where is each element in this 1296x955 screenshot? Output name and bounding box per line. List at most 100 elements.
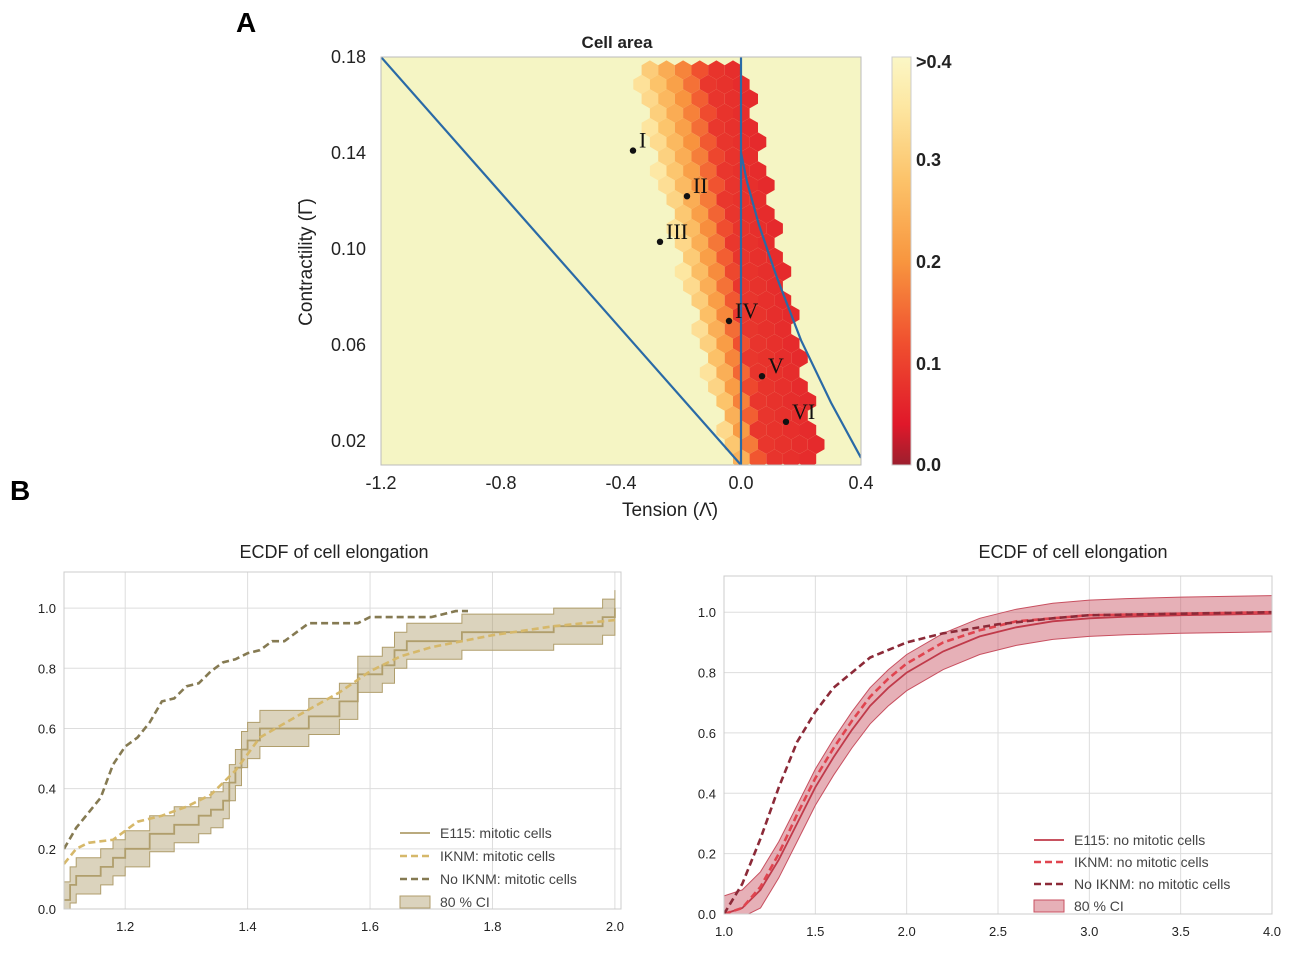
series-line-1 <box>64 618 616 865</box>
hex-cell <box>666 132 684 152</box>
x-tick-label: 1.2 <box>116 919 134 934</box>
hex-cell <box>691 262 709 282</box>
hex-cell <box>782 334 800 354</box>
cell-area-plot-frame <box>380 56 862 466</box>
cell-area-title: Cell area <box>582 33 653 52</box>
hex-cell <box>674 89 692 109</box>
legend-label-0: E115: mitotic cells <box>440 825 552 841</box>
hex-cell <box>741 406 758 426</box>
hex-cell <box>782 420 800 440</box>
hex-cell <box>749 420 767 440</box>
hex-cell <box>799 449 817 465</box>
hex-cell <box>766 362 783 382</box>
ecdf-mitotic-legend: E115: mitotic cells IKNM: mitotic cells No… <box>399 825 577 910</box>
hex-cell <box>691 204 709 224</box>
y-tick-label: 1.0 <box>38 601 56 616</box>
hex-cell <box>708 118 725 138</box>
hex-cell <box>791 377 808 397</box>
y-tick-label: 0.8 <box>698 666 716 681</box>
hex-cell <box>724 233 742 253</box>
hex-cell <box>716 190 733 210</box>
hex-cell <box>674 175 692 195</box>
hex-cell <box>708 319 725 339</box>
hex-cell <box>649 132 667 152</box>
hex-cell <box>799 420 817 440</box>
state-point-v <box>758 373 766 380</box>
hex-cell <box>782 449 800 465</box>
state-point-vi <box>782 418 790 425</box>
hex-cell <box>749 391 767 411</box>
state-label-v: V <box>768 353 784 378</box>
state-label-iii: III <box>666 219 688 244</box>
y-tick-label: 0.4 <box>38 782 56 797</box>
cell-area-x-ticks: -1.2 -0.8 -0.4 0.0 0.4 <box>365 473 873 493</box>
hex-cell <box>716 334 733 354</box>
hex-cell <box>724 434 742 454</box>
ecdf-mitotic-title: ECDF of cell elongation <box>239 542 428 562</box>
hex-cell <box>708 233 725 253</box>
hex-cell <box>724 262 742 282</box>
hex-cell <box>699 132 717 152</box>
hex-cell <box>674 60 692 80</box>
hex-cell <box>649 103 667 123</box>
hex-cell <box>658 118 675 138</box>
hex-cell <box>807 434 825 454</box>
hex-cell <box>708 290 725 310</box>
hex-cell <box>741 348 758 368</box>
y-tick-label: 0.2 <box>38 842 56 857</box>
legend-label-2: No IKNM: mitotic cells <box>440 871 577 887</box>
hex-cell <box>658 60 675 80</box>
hex-cell <box>708 146 725 166</box>
hex-cell <box>683 132 700 152</box>
hex-cell <box>724 348 742 368</box>
hex-cell <box>699 276 717 296</box>
hex-cell <box>641 89 659 109</box>
hex-cell <box>691 89 709 109</box>
ecdf-non-mitotic-lines <box>724 610 1272 914</box>
hex-cell <box>683 74 700 94</box>
cell-area-y-label: Contractility (Γ̄) <box>296 198 317 326</box>
hex-cell <box>741 262 758 282</box>
y-tick-label: 0.6 <box>38 722 56 737</box>
ecdf-mitotic-y-ticks: 0.0 0.2 0.4 0.6 0.8 1.0 <box>38 601 56 917</box>
hex-cell <box>699 305 717 325</box>
hex-cell <box>666 74 684 94</box>
hex-cell <box>724 204 742 224</box>
hex-cell <box>774 434 792 454</box>
colorbar-tick-label: >0.4 <box>916 52 952 72</box>
hex-cell <box>658 89 675 109</box>
hex-cell <box>766 420 783 440</box>
hex-cell <box>708 204 725 224</box>
hex-cell <box>791 406 808 426</box>
hex-cell <box>741 434 758 454</box>
x-tick-label: 0.0 <box>728 473 753 493</box>
y-tick-label: 0.8 <box>38 661 56 676</box>
x-tick-label: 1.6 <box>361 919 379 934</box>
hex-cell <box>691 290 709 310</box>
ecdf-non-mitotic-frame <box>723 575 1273 915</box>
hex-cell <box>683 247 700 267</box>
hex-cell <box>749 247 767 267</box>
hex-cell <box>758 434 775 454</box>
hex-cell <box>791 434 808 454</box>
hex-cell <box>766 449 783 465</box>
ecdf-mitotic-chart: ECDF of cell elongation 1.2 1.4 1.6 1.8 2.0 … <box>38 542 624 934</box>
x-tick-label: 1.4 <box>239 919 257 934</box>
colorbar-tick-label: 0.0 <box>916 455 941 475</box>
hex-cell <box>758 175 775 195</box>
hex-cell <box>716 103 733 123</box>
hex-cell <box>758 406 775 426</box>
hex-cell <box>741 89 758 109</box>
legend-label-1: IKNM: no mitotic cells <box>1074 854 1209 870</box>
boundary-curve-2 <box>739 152 861 459</box>
hex-cell <box>741 319 758 339</box>
hex-cell <box>666 218 684 238</box>
colorbar-ticks: 0.0 0.1 0.2 0.3 >0.4 <box>916 52 952 475</box>
phase-boundary-curves <box>381 57 861 465</box>
hex-cell <box>641 118 659 138</box>
hex-cell <box>699 74 717 94</box>
hex-cell <box>724 319 742 339</box>
hex-cell <box>724 406 742 426</box>
